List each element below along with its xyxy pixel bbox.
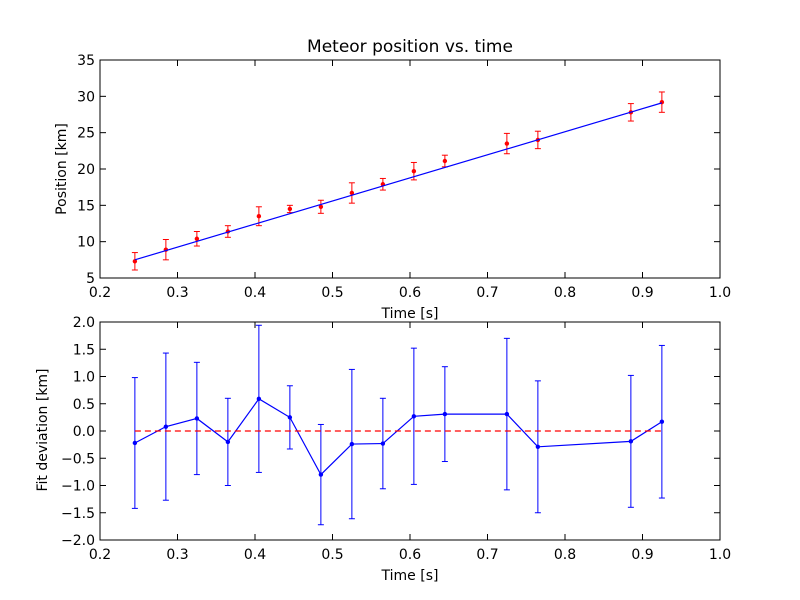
position-plot: Meteor position vs. time Time [s] Positi… xyxy=(54,37,731,322)
position-plot-xtick-label: 0.7 xyxy=(476,285,498,301)
deviation-plot-ytick-label: −0.5 xyxy=(61,451,95,467)
position-plot-data-point xyxy=(318,204,324,209)
deviation-plot-data-point xyxy=(442,411,448,417)
deviation-plot-data-point xyxy=(194,416,200,421)
position-plot-ytick-label: 5 xyxy=(86,271,95,287)
position-plot-ylabel: Position [km] xyxy=(54,123,70,215)
position-plot-xtick-label: 0.6 xyxy=(399,285,421,301)
position-plot-ytick-label: 35 xyxy=(77,53,95,69)
deviation-plot-data-point xyxy=(535,444,541,450)
deviation-plot-data-point xyxy=(256,396,262,402)
position-plot-xtick-label: 0.5 xyxy=(321,285,343,301)
position-plot-ytick-label: 30 xyxy=(77,89,95,105)
position-plot-data-point xyxy=(411,168,417,174)
position-plot-xtick-label: 1.0 xyxy=(709,285,731,301)
position-plot-data-point xyxy=(132,259,138,264)
deviation-plot-data-point xyxy=(132,440,138,446)
position-plot-data-point xyxy=(256,214,262,219)
deviation-plot-data-point xyxy=(349,441,355,447)
position-plot-ytick-label: 15 xyxy=(77,198,95,214)
deviation-plot-data-point xyxy=(628,439,634,444)
deviation-plot-ytick-label: 0.0 xyxy=(73,424,95,440)
deviation-plot-ytick-label: 2.0 xyxy=(73,315,95,331)
position-plot-data-point xyxy=(349,190,355,196)
position-plot-title: Meteor position vs. time xyxy=(307,37,513,57)
deviation-plot-ytick-label: 0.5 xyxy=(73,397,95,413)
deviation-plot-xtick-label: 0.3 xyxy=(166,547,188,563)
deviation-plot-data-point xyxy=(659,419,665,424)
deviation-plot-ytick-label: −1.0 xyxy=(61,479,95,495)
deviation-plot-ylabel: Fit deviation [km] xyxy=(35,368,51,491)
position-plot-xtick-label: 0.8 xyxy=(554,285,576,301)
deviation-plot-xtick-label: 0.2 xyxy=(89,547,111,563)
deviation-plot: Time [s] Fit deviation [km] 0.2 0.3 0.4 0.5… xyxy=(35,315,731,584)
deviation-plot-data-point xyxy=(318,472,324,477)
deviation-plot-data-point xyxy=(163,424,169,429)
deviation-plot-ytick-label: 1.5 xyxy=(73,342,95,358)
position-plot-xtick-label: 0.4 xyxy=(244,285,266,301)
deviation-plot-xtick-label: 1.0 xyxy=(709,547,731,563)
deviation-plot-xtick-label: 0.8 xyxy=(554,547,576,563)
position-plot-xtick-label: 0.2 xyxy=(89,285,111,301)
position-plot-xtick-label: 0.9 xyxy=(631,285,653,301)
position-plot-data-point xyxy=(504,141,510,146)
deviation-plot-xtick-label: 0.9 xyxy=(631,547,653,563)
position-plot-data-point xyxy=(194,236,200,241)
position-plot-data-point xyxy=(287,206,293,212)
position-plot-ytick-label: 25 xyxy=(77,126,95,142)
position-plot-ytick-label: 10 xyxy=(77,235,95,251)
deviation-plot-frame xyxy=(99,321,721,541)
deviation-plot-xtick-label: 0.6 xyxy=(399,547,421,563)
deviation-plot-data-point xyxy=(380,441,386,446)
deviation-plot-xtick-label: 0.7 xyxy=(476,547,498,563)
deviation-plot-data-point xyxy=(287,415,293,420)
deviation-plot-data-point xyxy=(411,414,417,419)
position-plot-xtick-label: 0.3 xyxy=(166,285,188,301)
position-plot-ytick-label: 20 xyxy=(77,162,95,178)
deviation-plot-data-point xyxy=(225,439,231,445)
position-plot-frame xyxy=(99,59,721,279)
deviation-plot-xtick-label: 0.5 xyxy=(321,547,343,563)
deviation-plot-data-point xyxy=(504,411,510,417)
deviation-plot-ytick-label: 1.0 xyxy=(73,370,95,386)
deviation-plot-xlabel: Time [s] xyxy=(381,568,439,584)
deviation-plot-xtick-label: 0.4 xyxy=(244,547,266,563)
deviation-plot-ytick-label: −2.0 xyxy=(61,533,95,549)
deviation-plot-ytick-label: −1.5 xyxy=(61,506,95,522)
position-plot-xlabel: Time [s] xyxy=(381,306,439,322)
position-plot-fit-line xyxy=(134,102,663,261)
position-plot-data-point xyxy=(442,158,448,164)
